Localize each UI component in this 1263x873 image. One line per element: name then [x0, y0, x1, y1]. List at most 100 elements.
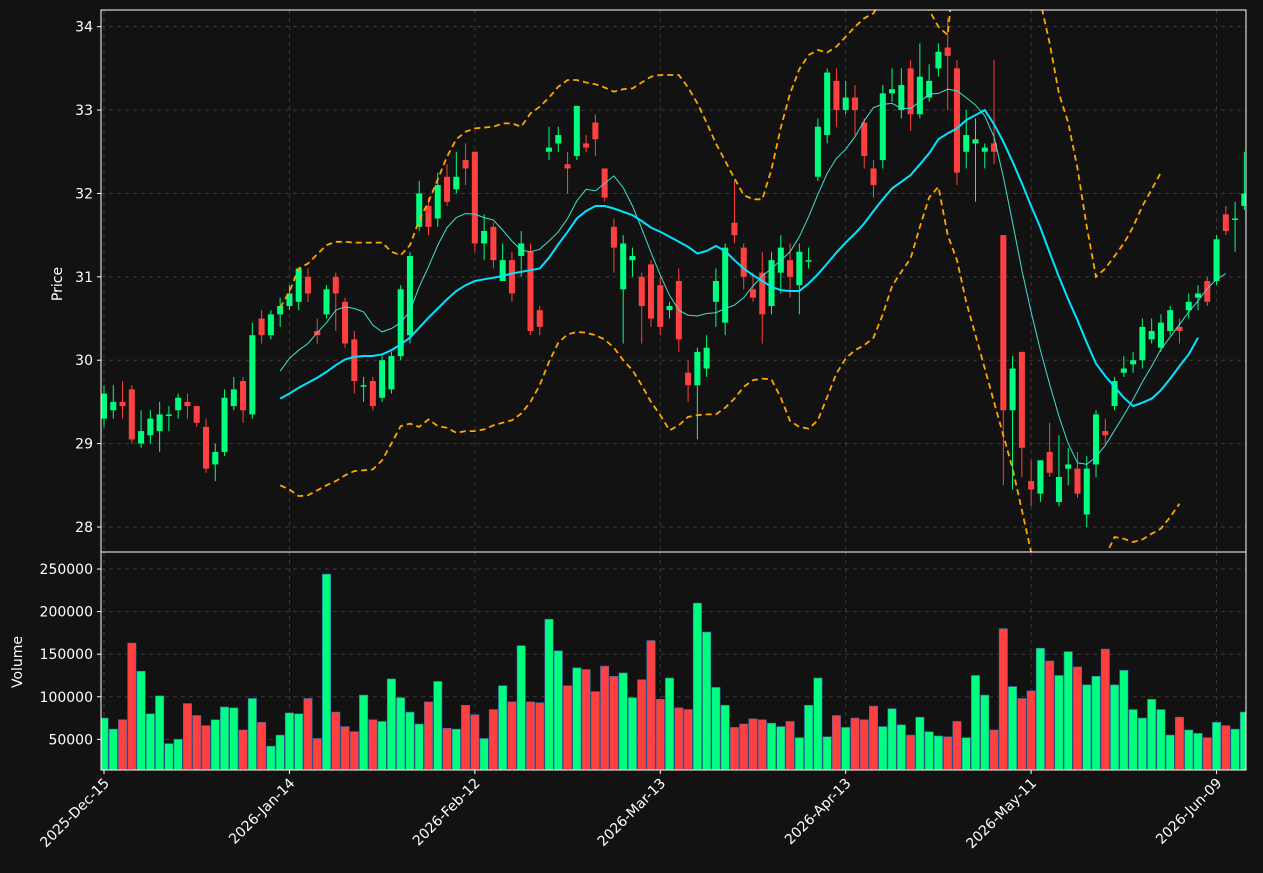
- volume-bar: [683, 709, 693, 770]
- candle-body: [546, 147, 553, 152]
- candle-body: [1028, 481, 1035, 490]
- volume-bar: [785, 721, 795, 770]
- candle-body: [796, 251, 803, 286]
- candle-body: [749, 289, 757, 298]
- volume-panel-frame: [100, 551, 1247, 771]
- candle-body: [1185, 301, 1192, 311]
- volume-bar: [1156, 709, 1166, 770]
- volume-bar: [924, 731, 934, 770]
- volume-bar: [359, 694, 369, 770]
- volume-bar: [1082, 684, 1092, 770]
- candle-body: [1194, 293, 1202, 298]
- candle-body: [536, 310, 543, 327]
- volume-bar: [238, 729, 248, 770]
- volume-bar: [878, 726, 888, 770]
- candle-body: [1009, 368, 1016, 411]
- candle-body: [787, 260, 794, 277]
- candle-body: [175, 397, 182, 411]
- volume-bar: [331, 711, 341, 770]
- volume-bar: [822, 736, 832, 770]
- candle-body: [1167, 310, 1174, 332]
- candle-body: [564, 164, 571, 169]
- volume-bar: [850, 717, 860, 770]
- volume-bar: [164, 743, 174, 770]
- candle-body: [833, 80, 840, 111]
- volume-bar: [767, 722, 777, 770]
- volume-bar: [424, 701, 433, 770]
- volume-bar: [257, 722, 267, 770]
- candle-body: [193, 406, 200, 423]
- candle-body: [471, 151, 478, 244]
- volume-bar: [729, 727, 739, 770]
- ma-slow-line: [279, 108, 1199, 408]
- candle-body: [416, 193, 423, 227]
- candle-body: [156, 414, 163, 432]
- x-ticks: 2025-Dec-15 2026-Jan-14 2026-Feb-12 2026-Ma…: [37, 770, 1225, 852]
- volume-bar: [247, 698, 257, 770]
- price-series: [101, 10, 1246, 552]
- volume-bar: [637, 679, 647, 770]
- volume-bar: [396, 697, 406, 770]
- candle-body: [768, 260, 775, 307]
- x-tick-label: 2026-Jun-09: [1153, 776, 1225, 848]
- candle-body: [555, 135, 562, 144]
- volume-bar: [1063, 651, 1073, 770]
- volume-bar: [739, 723, 749, 770]
- volume-bar: [702, 631, 712, 770]
- volume-bar: [118, 719, 128, 770]
- candle-body: [851, 97, 858, 111]
- candle-body: [304, 276, 311, 294]
- volume-bar: [210, 719, 220, 770]
- volume-bar: [386, 678, 396, 770]
- volume-bar: [1137, 717, 1147, 770]
- volume-bar: [600, 665, 610, 770]
- candle-body: [805, 260, 812, 262]
- volume-tick-label: 250000: [40, 562, 93, 578]
- price-panel-frame: [100, 9, 1247, 553]
- candle-body: [712, 281, 719, 302]
- candle-body: [1037, 460, 1044, 494]
- candle-body: [861, 122, 868, 156]
- candle-body: [323, 289, 330, 315]
- candle-body: [351, 339, 358, 382]
- volume-tick-label: 100000: [40, 690, 93, 706]
- volume-bar: [266, 745, 276, 770]
- candle-body: [379, 360, 386, 398]
- volume-bar: [906, 734, 916, 770]
- volume-tick-label: 50000: [48, 732, 93, 748]
- candle-body: [453, 176, 460, 190]
- candle-body: [212, 451, 219, 465]
- volume-bar: [980, 694, 990, 770]
- volume-bar: [451, 728, 461, 770]
- candle-body: [1046, 451, 1053, 473]
- volume-bar: [1035, 647, 1045, 770]
- volume-bar: [989, 729, 999, 770]
- candle-body: [277, 306, 284, 315]
- volume-bar: [859, 719, 869, 770]
- volume-bar: [173, 739, 183, 770]
- candle-body: [916, 76, 923, 115]
- volume-bar: [368, 719, 378, 770]
- candle-body: [1018, 351, 1025, 448]
- volume-bar: [1165, 734, 1175, 770]
- candle-body: [759, 272, 766, 315]
- candle-body: [295, 268, 302, 302]
- candle-body: [258, 318, 265, 336]
- volume-bar: [535, 702, 545, 770]
- candle-body: [1204, 281, 1211, 302]
- candle-body: [657, 285, 664, 327]
- candle-body: [1148, 331, 1155, 340]
- volume-bar: [461, 704, 471, 770]
- candle-body: [1120, 368, 1127, 373]
- volume-bar: [155, 695, 165, 770]
- candle-body: [249, 335, 256, 415]
- price-tick-label: 32: [75, 186, 93, 202]
- volume-bar: [1045, 660, 1055, 770]
- volume-bar: [794, 737, 804, 770]
- volume-bar: [1184, 729, 1194, 770]
- candle-body: [926, 80, 933, 98]
- x-tick-label: 2026-Apr-13: [782, 776, 855, 849]
- candle-body: [425, 205, 432, 227]
- candle-body: [462, 160, 469, 169]
